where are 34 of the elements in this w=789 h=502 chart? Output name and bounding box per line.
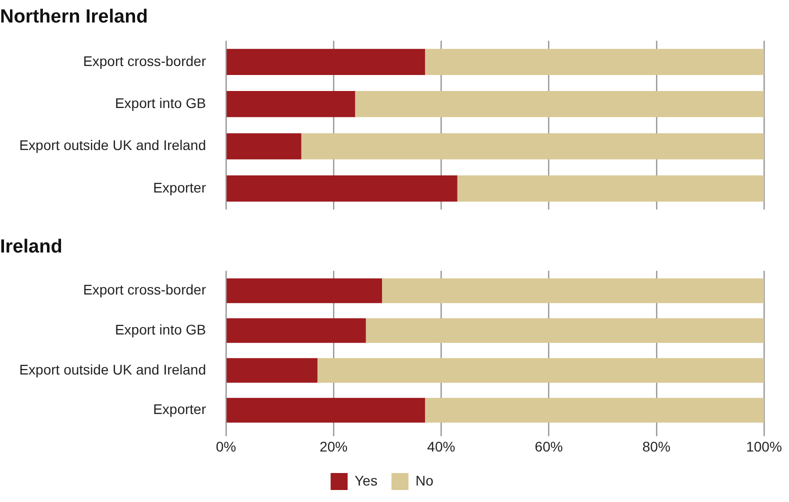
x-tick-label: 60%: [534, 438, 563, 454]
y-tick-label: Export outside UK and Ireland: [19, 361, 206, 378]
text: Ireland: [0, 236, 62, 258]
x-tick-label: 100%: [746, 438, 782, 454]
y-tick-label: Export outside UK and Ireland: [19, 137, 206, 154]
y-tick-label: Export into GB: [114, 94, 206, 111]
y-tick-label: Export into GB: [114, 321, 206, 338]
bar: [317, 358, 764, 383]
bar: [226, 133, 302, 160]
y-tick-label: Exporter: [153, 179, 206, 196]
bar: [226, 48, 426, 75]
bar: [226, 318, 366, 343]
bar: [355, 91, 764, 118]
y-tick-label: Export cross-border: [83, 282, 206, 298]
bar: [226, 91, 356, 118]
bar: [301, 133, 764, 160]
x-tick-label: 20%: [320, 438, 348, 454]
bar: [457, 175, 764, 202]
x-tick-label: 0%: [216, 438, 236, 454]
bar: [226, 358, 318, 383]
text: Northern Ireland: [0, 6, 148, 28]
legend-label: No: [415, 472, 434, 488]
bar: [366, 318, 764, 343]
y-tick-label: Exporter: [153, 401, 206, 418]
x-tick-label: 40%: [427, 438, 456, 454]
bar: [226, 175, 458, 202]
y-tick-label: Export cross-border: [83, 52, 206, 69]
bar: [425, 48, 764, 75]
x-tick-label: 80%: [642, 438, 670, 454]
bar: [226, 278, 382, 304]
bar: [425, 398, 764, 423]
bar: [382, 278, 764, 304]
bar: [226, 398, 426, 423]
legend-label: Yes: [354, 472, 378, 488]
